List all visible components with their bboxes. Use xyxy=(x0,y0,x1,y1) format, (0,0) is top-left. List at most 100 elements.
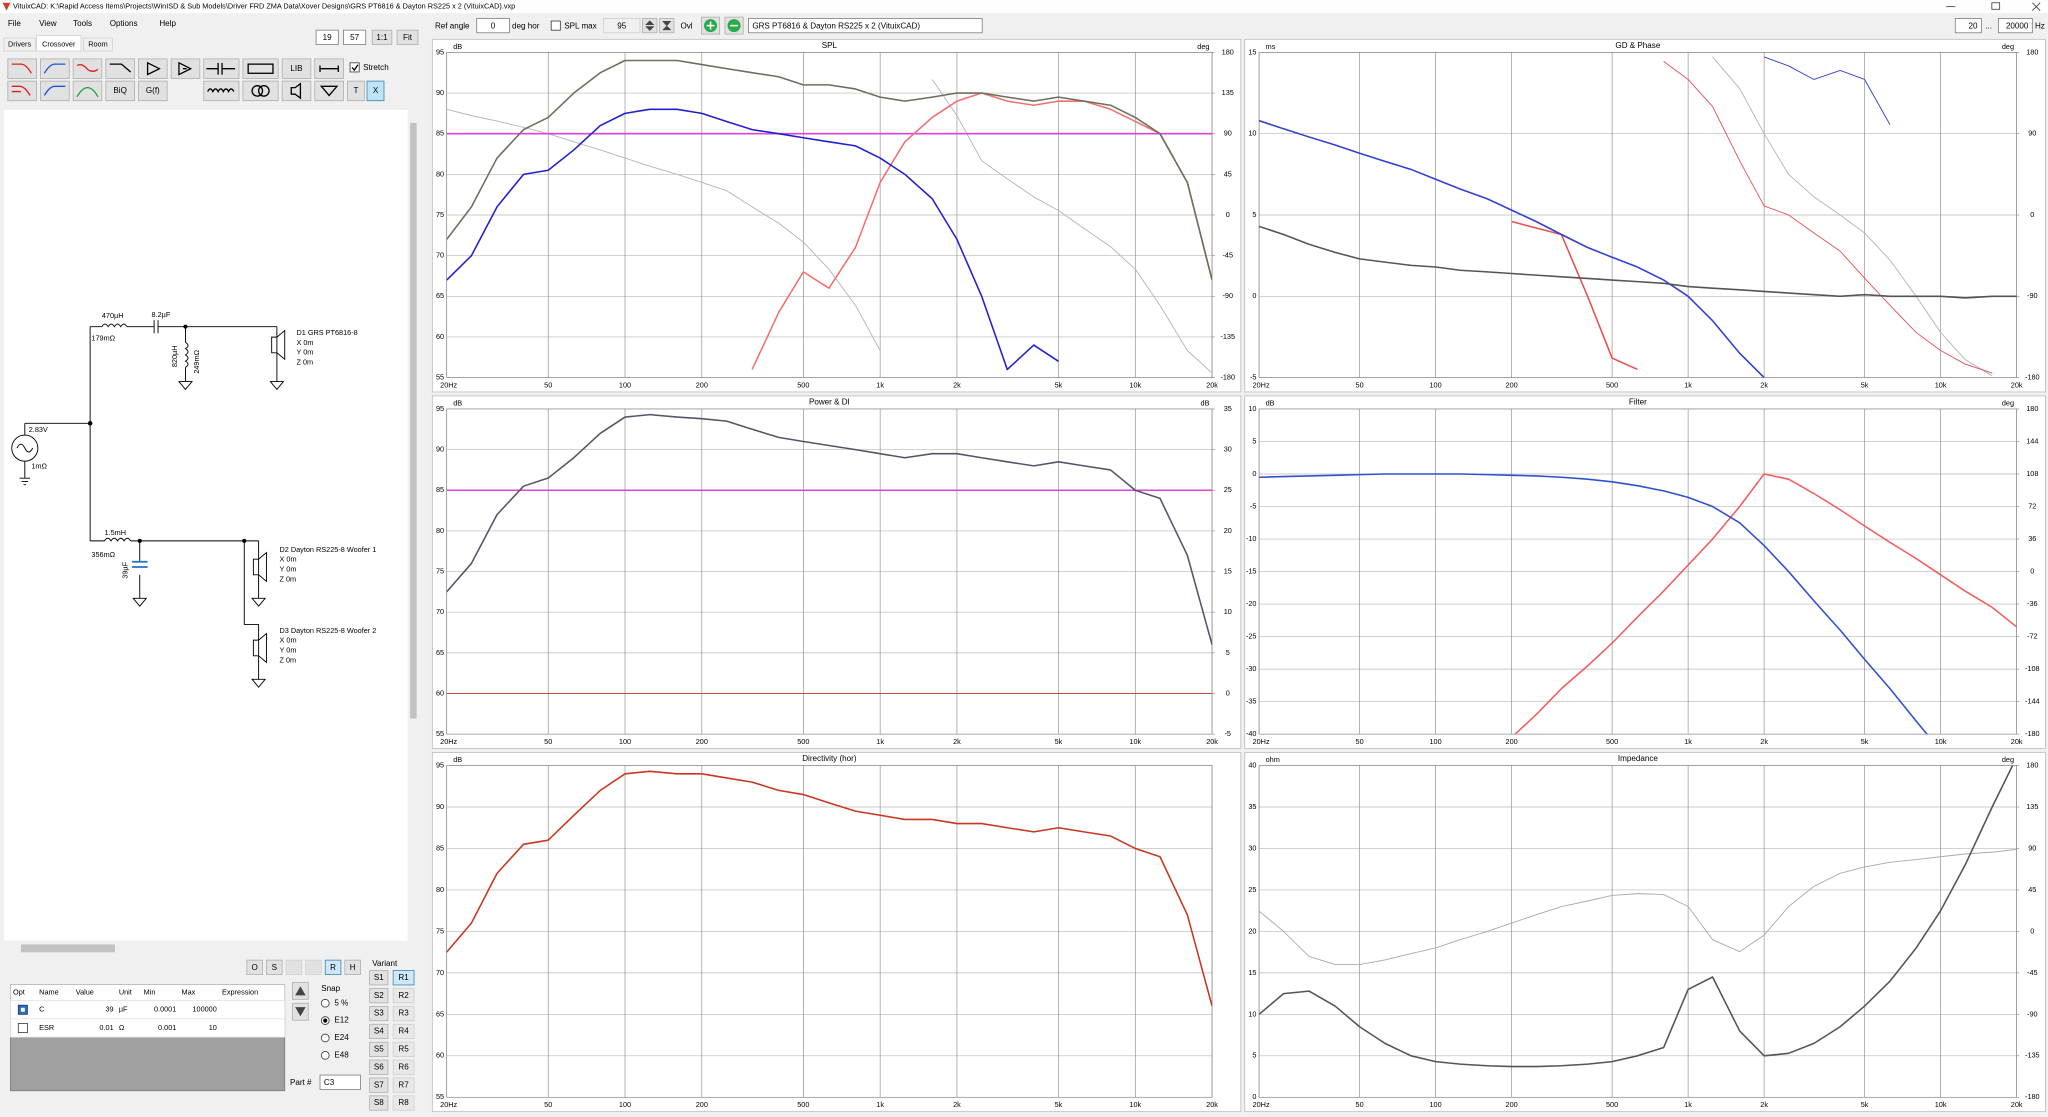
scroll-thumb[interactable] xyxy=(20,944,115,953)
ref-angle-field[interactable] xyxy=(476,18,510,34)
series-group xyxy=(1259,765,2017,1068)
spl-max-checkbox[interactable] xyxy=(550,20,561,31)
y-axis-unit: dB xyxy=(453,755,462,764)
part-button[interactable] xyxy=(324,959,342,975)
part-button[interactable] xyxy=(266,959,283,975)
icon xyxy=(76,64,99,72)
y2-tick-label: -180 xyxy=(2025,729,2040,738)
response-curve xyxy=(446,413,1213,645)
tool-button[interactable] xyxy=(105,58,135,79)
tab[interactable] xyxy=(83,37,113,52)
stretch-checkbox[interactable] xyxy=(349,62,360,73)
y-tick-label: 15 xyxy=(1248,968,1256,977)
menu-item[interactable]: View xyxy=(39,19,57,28)
variant-button[interactable] xyxy=(369,1059,389,1075)
row-checkbox[interactable] xyxy=(17,1023,28,1034)
tool-button[interactable] xyxy=(7,58,37,79)
scrollbar[interactable] xyxy=(3,943,409,954)
variant-button[interactable] xyxy=(369,1005,389,1022)
tab[interactable] xyxy=(36,35,82,52)
tool-button[interactable] xyxy=(138,58,168,79)
fit-button[interactable] xyxy=(396,29,419,45)
part-button-label: H xyxy=(350,963,356,972)
variant-button[interactable] xyxy=(392,988,415,1004)
series-group xyxy=(1259,473,2017,735)
ratio-button[interactable] xyxy=(371,29,393,45)
freq-max-field[interactable] xyxy=(1997,18,2033,34)
x-tick-label: 500 xyxy=(1606,737,1618,746)
tool-button[interactable] xyxy=(314,80,344,102)
tool-button[interactable] xyxy=(72,80,103,102)
variant-button[interactable] xyxy=(392,1077,415,1093)
variant-button[interactable] xyxy=(369,1077,389,1093)
variant-button[interactable] xyxy=(369,988,389,1004)
x-tick-label: 200 xyxy=(1506,737,1518,746)
part-button[interactable] xyxy=(246,959,263,975)
schematic-canvas[interactable] xyxy=(3,109,408,941)
table-row[interactable] xyxy=(10,1018,286,1038)
variant-button[interactable] xyxy=(369,1095,389,1111)
scroll-thumb[interactable] xyxy=(410,122,417,719)
tool-button[interactable] xyxy=(138,80,168,102)
y-tick-label: 15 xyxy=(1248,47,1256,56)
project-field[interactable] xyxy=(748,18,983,34)
menu-item[interactable]: Tools xyxy=(73,19,92,28)
tab-label: Drivers xyxy=(8,39,31,48)
zoom-field[interactable] xyxy=(315,29,339,45)
menu-item[interactable]: File xyxy=(8,19,22,28)
tool-button[interactable] xyxy=(366,80,385,102)
tool-button[interactable] xyxy=(105,80,135,102)
driver-position: Y 0m xyxy=(296,348,313,357)
variant-button[interactable] xyxy=(392,1005,415,1022)
menu-bar: File View Tools Options Help xyxy=(8,19,177,28)
tool-button[interactable] xyxy=(281,80,312,102)
variant-label: S7 xyxy=(374,1080,384,1089)
menu-item[interactable]: Help xyxy=(159,19,176,28)
spin-button[interactable] xyxy=(642,18,658,34)
icon xyxy=(706,21,715,30)
tool-button[interactable] xyxy=(281,58,312,79)
part-no-field[interactable] xyxy=(319,1074,361,1090)
tool-button[interactable] xyxy=(203,80,240,102)
variant-button[interactable] xyxy=(369,970,389,986)
table-row[interactable] xyxy=(10,1000,286,1020)
y2-tick-label: -36 xyxy=(2027,599,2038,608)
component-label: 356mΩ xyxy=(91,550,115,559)
radio[interactable] xyxy=(320,1051,330,1060)
window-controls[interactable] xyxy=(1946,2,2041,11)
menu-item[interactable]: Options xyxy=(110,19,138,28)
tool-button[interactable] xyxy=(7,80,37,102)
y2-tick-label: -90 xyxy=(2027,1009,2038,1018)
y2-axis-unit: deg xyxy=(2002,399,2014,408)
variant-button[interactable] xyxy=(369,1023,389,1040)
variant-button[interactable] xyxy=(369,1041,389,1057)
driver-position: X 0m xyxy=(280,555,297,564)
tool-button[interactable] xyxy=(40,58,70,79)
variant-button[interactable] xyxy=(392,1095,415,1111)
zoom-field[interactable] xyxy=(343,29,367,45)
radio[interactable] xyxy=(320,998,330,1008)
part-button[interactable] xyxy=(344,959,361,975)
phase-curve xyxy=(1663,61,1993,374)
variant-button[interactable] xyxy=(392,1059,415,1075)
y2-tick-label: 180 xyxy=(1222,47,1234,56)
toolbar-label: Hz xyxy=(2035,21,2045,30)
y2-tick-label: -135 xyxy=(2025,1051,2040,1060)
tab[interactable] xyxy=(3,37,36,52)
y2-tick-label: 180 xyxy=(2026,47,2038,56)
tool-button[interactable] xyxy=(347,80,365,102)
tool-button[interactable] xyxy=(40,80,70,102)
variant-button[interactable] xyxy=(392,1041,415,1057)
y2-axis-unit: deg xyxy=(2002,755,2014,764)
radio[interactable] xyxy=(320,1033,330,1043)
variant-button[interactable] xyxy=(392,1023,415,1040)
x-tick-label: 20k xyxy=(1206,1100,1218,1109)
tool-button[interactable] xyxy=(242,80,279,102)
spl-max-field[interactable] xyxy=(603,18,641,34)
chart-panel: GD & Phase ms deg -5 0 5 10 15 20Hz 50 100 200 500 1k… xyxy=(1244,38,2046,393)
x-tick-label: 100 xyxy=(619,380,631,389)
variant-button[interactable] xyxy=(392,970,415,986)
toolbar-label: SPL max xyxy=(564,21,596,30)
freq-min-field[interactable] xyxy=(1954,18,1982,34)
icon xyxy=(11,85,31,96)
